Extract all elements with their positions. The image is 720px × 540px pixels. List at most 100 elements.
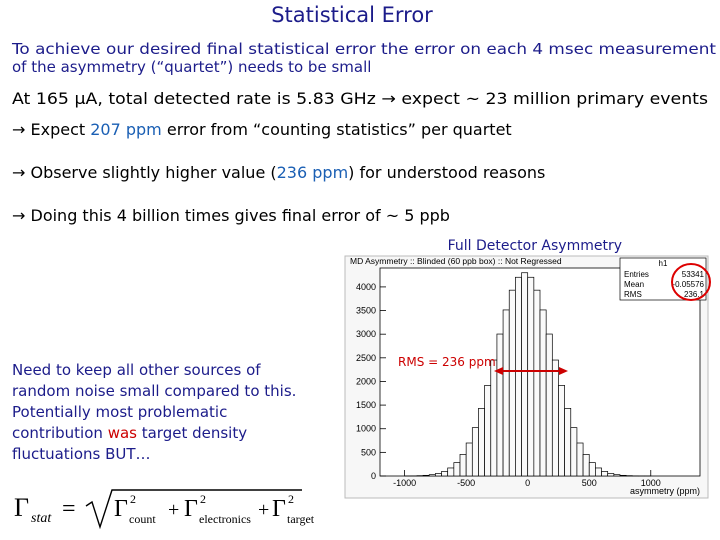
slide-title: Statistical Error (271, 3, 433, 27)
subscript: target (287, 512, 315, 526)
histogram-bar (428, 474, 436, 477)
bullet: → Doing this 4 billion times gives final… (12, 206, 450, 225)
stats-value: -0.05576 (672, 280, 704, 289)
histogram-bar (422, 474, 430, 477)
intro-line: To achieve our desired final statistical… (11, 40, 716, 58)
histogram-bar (515, 276, 522, 477)
histogram-bar (527, 276, 535, 477)
histogram-bar (441, 471, 449, 477)
histogram-bar (521, 272, 529, 477)
histogram-caption: Full Detector Asymmetry (448, 238, 622, 254)
histogram-bar (478, 408, 485, 477)
histogram-bar (619, 474, 627, 477)
y-tick-label: 3500 (356, 306, 376, 316)
note-line: contribution was target density (12, 424, 247, 442)
histogram-bar (502, 309, 510, 477)
symbol: Γ (114, 496, 128, 522)
note-text: target density (137, 424, 247, 442)
histogram-bar (471, 427, 479, 477)
histogram-bar (490, 359, 498, 477)
histogram: 0 500 1000 1500 2000 2500 3000 3500 4000 -1000 -50… (356, 257, 711, 488)
intro-line: of the asymmetry (“quartet”) needs to be… (12, 58, 371, 76)
bullet: At 165 μA, total detected rate is 5.83 G… (12, 89, 708, 108)
histogram-bar (465, 442, 473, 477)
stats-key: Entries (624, 270, 649, 279)
histogram-bar (447, 467, 455, 477)
superscript: 2 (200, 492, 206, 506)
histogram-bar (539, 309, 547, 477)
highlight: was (108, 424, 137, 442)
note-line: Need to keep all other sources of (12, 361, 261, 379)
histogram-bar (459, 454, 467, 477)
histogram-bar (601, 471, 609, 477)
bullet: → Expect 207 ppm error from “counting st… (12, 120, 512, 139)
histogram-bar (564, 408, 572, 477)
histogram-bar (576, 442, 584, 477)
stats-value: 53341 (682, 270, 705, 279)
subscript: electronics (199, 512, 251, 526)
equals: = (62, 496, 76, 522)
note-line: random noise small compared to this. (12, 382, 296, 400)
symbol: Γ (184, 496, 198, 522)
arrow-head (494, 367, 503, 375)
symbol: Γ (14, 493, 29, 522)
bullet-text: error from “counting statistics” per qua… (162, 120, 512, 139)
histogram-bar (558, 385, 565, 477)
histogram-title: MD Asymmetry :: Blinded (60 ppb box) :: … (350, 256, 562, 266)
note-line: fluctuations BUT… (12, 445, 151, 463)
histogram-bar (595, 467, 602, 477)
x-tick-label: -500 (457, 478, 475, 488)
superscript: 2 (288, 492, 294, 506)
plus: + (168, 499, 179, 521)
histogram-bar (551, 359, 559, 477)
y-tick-label: 4000 (356, 282, 376, 292)
stats-value: 236.1 (684, 290, 705, 299)
highlight: 236 ppm (277, 163, 349, 182)
histogram-bar (588, 462, 596, 477)
x-tick-label: 1000 (641, 478, 661, 488)
highlight: 207 ppm (90, 120, 162, 139)
histogram-bar (435, 473, 442, 477)
histogram-bar (453, 462, 461, 477)
histogram-bar (533, 289, 541, 477)
histogram-bar (508, 289, 516, 477)
histogram-bar (570, 427, 578, 477)
symbol: Γ (272, 496, 286, 522)
y-tick-label: 2500 (356, 353, 376, 363)
bullet-text: → Observe slightly higher value ( (12, 163, 277, 182)
histogram-bar (613, 474, 621, 477)
note-text: contribution (12, 424, 108, 442)
superscript: 2 (130, 492, 136, 506)
y-tick-label: 0 (371, 471, 376, 481)
x-tick-label: -1000 (393, 478, 416, 488)
histogram-bar (607, 473, 615, 477)
bullet-text: → Expect (12, 120, 90, 139)
highlight-ellipse (671, 263, 711, 301)
y-tick-label: 1000 (356, 424, 376, 434)
bullet-text: → Doing this 4 billion times gives final… (12, 206, 450, 225)
x-tick-label: 0 (525, 478, 530, 488)
histogram-bar (582, 454, 590, 477)
y-tick-label: 500 (361, 447, 376, 457)
stats-key: RMS (624, 290, 642, 299)
note: Need to keep all other sources of random… (12, 361, 296, 463)
x-axis-label: asymmetry (ppm) (630, 486, 700, 496)
note-line: Potentially most problematic (12, 403, 227, 421)
bullet: → Observe slightly higher value (236 ppm… (12, 163, 545, 182)
bullet-text: ) for understood reasons (348, 163, 545, 182)
subscript: stat (31, 511, 52, 526)
stats-key: Mean (624, 280, 644, 289)
histogram-bar (545, 333, 553, 477)
histogram-bar (496, 333, 504, 477)
y-tick-label: 3000 (356, 329, 376, 339)
x-tick-label: 500 (582, 478, 597, 488)
plus: + (258, 499, 269, 521)
stats-name: h1 (659, 259, 668, 268)
histogram-bar (484, 385, 492, 477)
bullet-text: At 165 μA, total detected rate is 5.83 G… (12, 89, 708, 108)
formula: Γ stat = Γ 2 count + Γ 2 electronics + Γ… (14, 489, 315, 530)
arrow-head (559, 367, 568, 375)
sqrt-sign (85, 489, 302, 530)
subscript: count (129, 512, 156, 526)
